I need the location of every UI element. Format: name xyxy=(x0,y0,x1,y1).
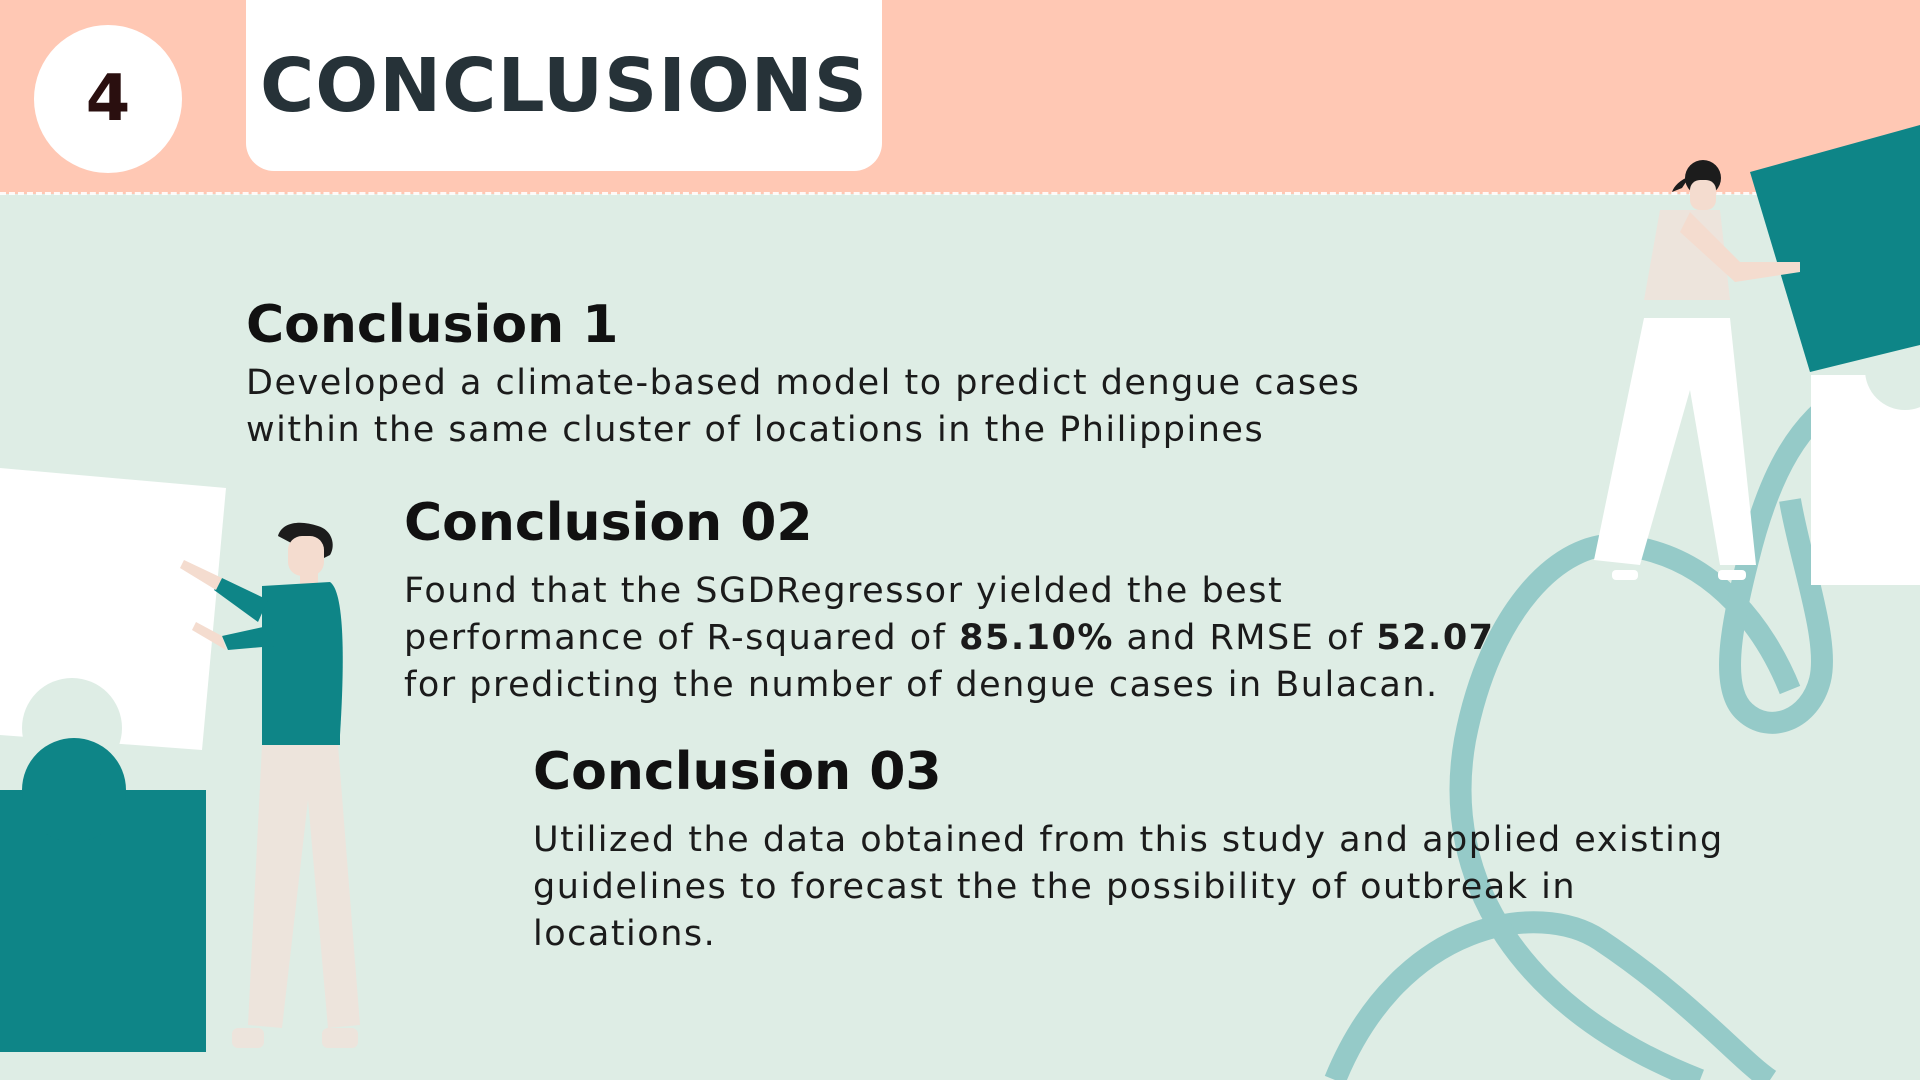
header-divider xyxy=(0,192,1920,195)
conclusion-3-line-3: locations. xyxy=(533,914,717,954)
conclusion-2-heading: Conclusion 02 xyxy=(404,493,813,553)
r-squared-value: 85.10% xyxy=(959,618,1114,658)
conclusion-1-text: Developed a climate-based model to predi… xyxy=(246,360,1426,454)
conclusion-1-heading: Conclusion 1 xyxy=(246,295,619,355)
conclusion-2: Conclusion 02 Found that the SGDRegresso… xyxy=(404,492,1504,709)
conclusion-3-heading: Conclusion 03 xyxy=(533,742,942,802)
conclusion-2-line-2-mid: and RMSE of xyxy=(1113,618,1377,658)
woman-pushing-puzzle-piece xyxy=(1594,160,1800,580)
conclusion-2-line-2: performance of R-squared of 85.10% and R… xyxy=(404,615,1504,662)
conclusion-1: Conclusion 1 Developed a climate-based m… xyxy=(246,294,1426,454)
conclusion-3-text: Utilized the data obtained from this stu… xyxy=(533,817,1763,958)
conclusion-2-line-3: for predicting the number of dengue case… xyxy=(404,665,1439,705)
conclusion-1-line-1: Developed a climate-based model to predi… xyxy=(246,363,1361,403)
conclusion-2-text: Found that the SGDRegressor yielded the … xyxy=(404,568,1504,709)
conclusion-3-line-1: Utilized the data obtained from this stu… xyxy=(533,820,1724,860)
conclusion-2-line-1: Found that the SGDRegressor yielded the … xyxy=(404,571,1284,611)
puzzle-piece-left xyxy=(0,468,226,1052)
conclusion-3-line-2: guidelines to forecast the the possibili… xyxy=(533,867,1577,907)
section-number-badge: 4 xyxy=(34,25,182,173)
title-box: CONCLUSIONS xyxy=(246,0,882,171)
rmse-value: 52.07 xyxy=(1376,618,1495,658)
conclusion-1-line-2: within the same cluster of locations in … xyxy=(246,410,1265,450)
man-pushing-puzzle-piece xyxy=(180,522,360,1048)
conclusion-2-line-2-pre: performance of R-squared of xyxy=(404,618,960,658)
loop-line-decoration xyxy=(1324,380,1856,1080)
conclusion-3: Conclusion 03 Utilized the data obtained… xyxy=(533,741,1763,958)
section-number: 4 xyxy=(85,62,131,136)
puzzle-piece-right xyxy=(1750,125,1920,585)
page-title: CONCLUSIONS xyxy=(259,42,869,129)
